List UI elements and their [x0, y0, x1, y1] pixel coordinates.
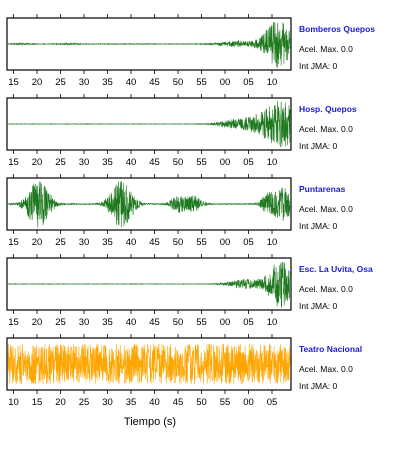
tick-label: 30	[102, 397, 113, 408]
seismogram-panel: 15 20 25 30 35 40 45 50 55 00 05 10 Hosp. Quepos Acel…	[0, 94, 410, 176]
tick-label: 05	[243, 77, 254, 88]
tick-label: 20	[32, 237, 43, 248]
station-name: Esc. La Uvita, Osa	[299, 264, 373, 274]
station-name: Teatro Nacional	[299, 344, 363, 354]
jma-intensity-label: Int JMA: 0	[299, 381, 338, 391]
waveform-trace	[7, 21, 291, 68]
acel-max-label: Acel. Max. 0.0	[299, 284, 353, 294]
tick-label: 25	[55, 317, 66, 328]
tick-label: 00	[220, 237, 231, 248]
tick-label: 50	[173, 77, 184, 88]
tick-label: 35	[102, 157, 113, 168]
tick-label: 20	[32, 157, 43, 168]
jma-intensity-label: Int JMA: 0	[299, 221, 338, 231]
tick-label: 30	[79, 237, 90, 248]
tick-label: 55	[196, 237, 207, 248]
seismogram-plot: 15 20 25 30 35 40 45 50 55 00 05 10	[6, 254, 292, 328]
x-axis-label: Tiempo (s)	[123, 416, 177, 428]
acel-max-label: Acel. Max. 0.0	[299, 204, 353, 214]
tick-label: 05	[243, 157, 254, 168]
tick-label: 10	[267, 77, 278, 88]
tick-label: 15	[8, 237, 19, 248]
jma-intensity-label: Int JMA: 0	[299, 301, 338, 311]
tick-label: 40	[126, 237, 137, 248]
tick-label: 15	[8, 77, 19, 88]
tick-label: 55	[220, 397, 231, 408]
waveform-trace	[7, 343, 291, 385]
tick-label: 50	[196, 397, 207, 408]
plot-frame	[6, 177, 292, 231]
tick-label: 45	[149, 317, 160, 328]
tick-label: 20	[32, 317, 43, 328]
tick-label: 25	[55, 77, 66, 88]
plot-frame	[6, 97, 292, 151]
tick-label: 10	[267, 317, 278, 328]
tick-label: 40	[126, 157, 137, 168]
waveform-trace	[7, 261, 291, 308]
station-name: Hosp. Quepos	[299, 104, 357, 114]
tick-label: 00	[220, 317, 231, 328]
seismogram-panel: 15 20 25 30 35 40 45 50 55 00 05 10 Puntarenas Acel. …	[0, 174, 410, 256]
plot-frame	[6, 337, 292, 391]
tick-label: 00	[243, 397, 254, 408]
tick-label: 40	[126, 77, 137, 88]
acel-max-label: Acel. Max. 0.0	[299, 364, 353, 374]
tick-label: 10	[8, 397, 19, 408]
tick-label: 30	[79, 157, 90, 168]
tick-label: 55	[196, 77, 207, 88]
tick-label: 10	[267, 237, 278, 248]
seismogram-panel: 15 20 25 30 35 40 45 50 55 00 05 10 Bomberos Quepos A…	[0, 14, 410, 96]
tick-label: 05	[243, 237, 254, 248]
tick-label: 05	[243, 317, 254, 328]
seismogram-plot: 10 15 20 25 30 35 40 45 50 55 00 05	[6, 334, 292, 408]
tick-label: 50	[173, 317, 184, 328]
seismogram-panel: 15 20 25 30 35 40 45 50 55 00 05 10 Esc. La Uvita, O…	[0, 254, 410, 336]
waveform-trace	[7, 100, 291, 147]
tick-label: 30	[79, 77, 90, 88]
tick-label: 50	[173, 237, 184, 248]
tick-label: 10	[267, 157, 278, 168]
tick-label: 25	[55, 237, 66, 248]
tick-label: 25	[79, 397, 90, 408]
tick-label: 15	[32, 397, 43, 408]
seismogram-plot: 15 20 25 30 35 40 45 50 55 00 05 10	[6, 94, 292, 168]
tick-label: 45	[149, 237, 160, 248]
acel-max-label: Acel. Max. 0.0	[299, 124, 353, 134]
seismogram-plot: 15 20 25 30 35 40 45 50 55 00 05 10	[6, 14, 292, 88]
tick-label: 00	[220, 77, 231, 88]
tick-label: 15	[8, 317, 19, 328]
tick-label: 55	[196, 317, 207, 328]
tick-label: 20	[32, 77, 43, 88]
station-name: Puntarenas	[299, 184, 346, 194]
tick-label: 25	[55, 157, 66, 168]
tick-label: 20	[55, 397, 66, 408]
tick-label: 15	[8, 157, 19, 168]
jma-intensity-label: Int JMA: 0	[299, 61, 338, 71]
tick-label: 45	[173, 397, 184, 408]
tick-label: 35	[126, 397, 137, 408]
station-name: Bomberos Quepos	[299, 24, 376, 34]
tick-label: 05	[267, 397, 278, 408]
tick-label: 40	[149, 397, 160, 408]
tick-label: 35	[102, 77, 113, 88]
seismogram-panel: 10 15 20 25 30 35 40 45 50 55 00 05 Teatro Nacional A…	[0, 334, 410, 416]
tick-label: 50	[173, 157, 184, 168]
waveform-trace	[7, 181, 291, 228]
tick-label: 30	[79, 317, 90, 328]
acel-max-label: Acel. Max. 0.0	[299, 44, 353, 54]
jma-intensity-label: Int JMA: 0	[299, 141, 338, 151]
tick-label: 00	[220, 157, 231, 168]
seismogram-plot: 15 20 25 30 35 40 45 50 55 00 05 10	[6, 174, 292, 248]
tick-label: 35	[102, 317, 113, 328]
plot-frame	[6, 257, 292, 311]
tick-label: 45	[149, 77, 160, 88]
tick-label: 45	[149, 157, 160, 168]
tick-label: 35	[102, 237, 113, 248]
tick-label: 40	[126, 317, 137, 328]
tick-label: 55	[196, 157, 207, 168]
plot-frame	[6, 17, 292, 71]
